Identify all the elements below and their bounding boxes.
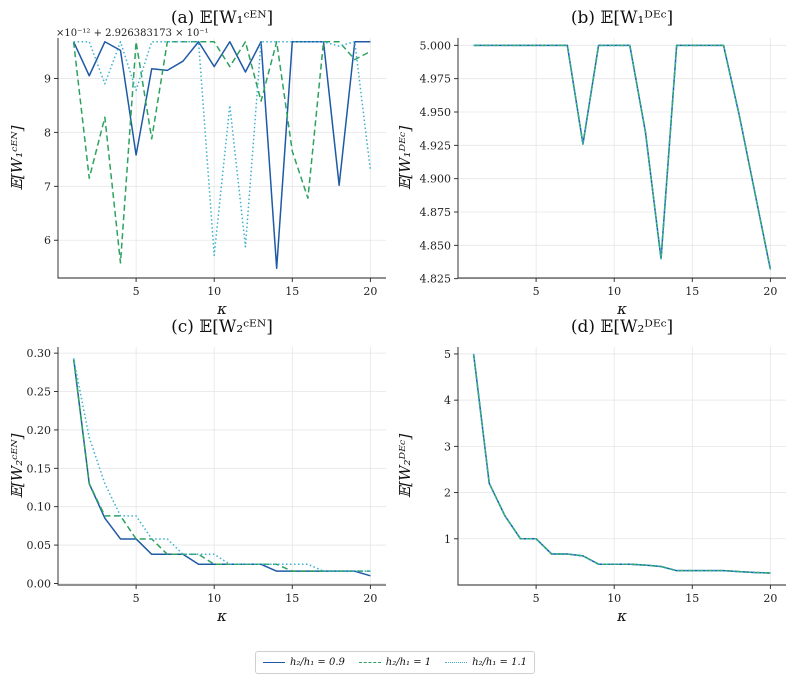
y-tick-label: 2 [444,487,451,500]
y-axis-label: 𝔼[W₁ᶜᴱᴺ] [8,125,26,190]
x-tick-label: 20 [763,285,777,298]
legend-label: h₂/h₁ = 0.9 [289,657,345,668]
chart-title: (d) 𝔼[W₂ᴰᴱᶜ] [571,317,673,337]
x-tick-label: 5 [533,592,540,605]
y-tick-label: 4.825 [420,273,452,286]
y-tick-label: 4 [444,394,451,407]
y-axis-label: 𝔼[W₂ᶜᴱᴺ] [8,433,26,498]
x-tick-label: 10 [207,592,221,605]
x-tick-label: 20 [763,592,777,605]
x-tick-label: 10 [207,285,221,298]
y-tick-label: 4.875 [420,206,452,219]
legend: h₂/h₁ = 0.9 h₂/h₁ = 1 h₂/h₁ = 1.1 [255,651,535,674]
axis-spines [457,38,786,279]
series-line-dotted [472,353,771,574]
series-line-dashed [472,353,771,574]
y-tick-label: 4.925 [420,139,452,152]
axis-spines [57,38,386,279]
series-line-dashed [72,358,371,572]
series-line-dotted [473,44,772,270]
x-tick-label: 10 [607,285,621,298]
legend-line-dashed [358,662,381,663]
y-axis-label: 𝔼[W₁ᴰᴱᶜ] [396,126,414,190]
y-tick-label: 0.25 [27,386,52,399]
legend-entry: h₂/h₁ = 1.1 [445,657,527,668]
x-tick-label: 20 [363,592,377,605]
series-line-dotted [73,41,372,257]
y-tick-label: 1 [444,533,451,546]
axis-spines [57,347,386,586]
x-tick-label: 15 [285,285,299,298]
y-tick-label: 0.05 [27,539,52,552]
legend-line-solid [262,662,285,663]
y-tick-label: 3 [444,440,451,453]
y-tick-label: 9 [44,72,51,85]
chart-title: (a) 𝔼[W₁ᶜᴱᴺ] [171,8,273,28]
x-tick-label: 5 [133,285,140,298]
series-line-dashed [72,41,371,264]
series-line-solid [72,358,371,577]
legend-entry: h₂/h₁ = 0.9 [262,657,345,668]
x-axis-label: κ [216,300,227,318]
y-tick-label: 0.20 [27,424,52,437]
y-tick-label: 0.15 [27,462,52,475]
x-tick-label: 15 [285,592,299,605]
legend-line-dotted [445,662,468,663]
y-tick-label: 0.30 [27,347,52,360]
x-tick-label: 15 [685,285,699,298]
axis-spines [457,347,786,586]
x-tick-label: 10 [607,592,621,605]
y-tick-label: 7 [44,180,51,193]
x-tick-label: 5 [533,285,540,298]
y-tick-label: 5.000 [420,39,452,52]
x-axis-label: κ [216,607,227,625]
chart-title: (b) 𝔼[W₁ᴰᴱᶜ] [571,8,673,28]
legend-label: h₂/h₁ = 1.1 [472,657,528,668]
y-tick-label: 5 [444,348,451,361]
x-tick-label: 5 [133,592,140,605]
y-tick-label: 8 [44,126,51,139]
y-tick-label: 0.10 [27,501,52,514]
y-tick-label: 4.975 [420,73,452,86]
y-tick-label: 4.850 [420,239,452,252]
y-axis-label: 𝔼[W₂ᴰᴱᶜ] [396,434,414,498]
x-axis-label: κ [616,607,627,625]
legend-label: h₂/h₁ = 1 [385,657,432,668]
x-tick-label: 15 [685,592,699,605]
y-tick-label: 4.950 [420,106,452,119]
x-axis-label: κ [616,300,627,318]
series-line-dotted [72,358,371,572]
series-line-solid [472,353,771,574]
axis-offset-text: ×10⁻¹² + 2.926383173 × 10⁻¹ [56,28,209,39]
y-tick-label: 6 [44,234,51,247]
y-tick-label: 0.00 [27,577,52,590]
legend-entry: h₂/h₁ = 1 [358,657,432,668]
chart-title: (c) 𝔼[W₂ᶜᴱᴺ] [171,317,273,337]
y-tick-label: 4.900 [420,173,452,186]
x-tick-label: 20 [363,285,377,298]
